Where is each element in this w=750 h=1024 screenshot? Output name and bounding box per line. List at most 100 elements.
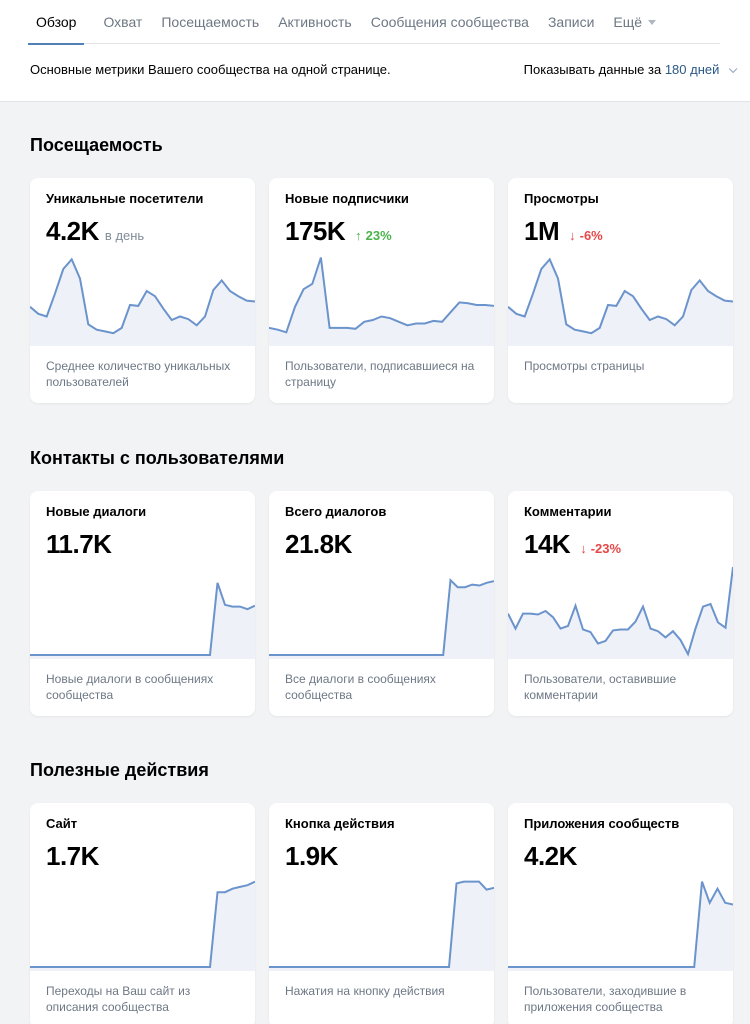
sparkline-chart	[508, 559, 733, 659]
card-value: 14K	[524, 529, 571, 559]
card-description: Пользователи, оставившие комментарии	[524, 672, 677, 702]
card-value: 4.2K	[524, 841, 577, 871]
metric-card[interactable]: Приложения сообществ 4.2K Пользователи, …	[508, 803, 733, 1024]
chevron-down-icon	[728, 64, 738, 74]
tab-posts[interactable]: Записи	[547, 13, 595, 30]
sparkline-chart	[508, 246, 733, 346]
sparkline-area	[30, 881, 255, 971]
card-value-row: 175K ↑ 23%	[285, 216, 392, 247]
card-title: Уникальные посетители	[46, 191, 204, 206]
card-title: Всего диалогов	[285, 504, 387, 519]
metric-card[interactable]: Кнопка действия 1.9K Нажатия на кнопку д…	[269, 803, 494, 1024]
card-value: 11.7K	[46, 529, 112, 559]
card-description: Переходы на Ваш сайт из описания сообщес…	[46, 984, 191, 1014]
sparkline-area	[508, 259, 733, 346]
sparkline-chart	[30, 246, 255, 346]
metric-card[interactable]: Комментарии 14K ↓ -23% Пользователи, ост…	[508, 491, 733, 716]
metric-card[interactable]: Новые диалоги 11.7K Новые диалоги в сооб…	[30, 491, 255, 716]
top-panel: Обзор Охват Посещаемость Активность Сооб…	[0, 0, 750, 102]
card-value-row: 1.9K	[285, 841, 338, 872]
card-value-row: 21.8K	[285, 529, 352, 560]
sparkline-area	[30, 259, 255, 346]
delta-badge: ↓ -23%	[580, 541, 621, 556]
tab-traffic[interactable]: Посещаемость	[161, 13, 260, 30]
card-description: Новые диалоги в сообщениях сообщества	[46, 672, 214, 702]
arrow-down-icon: ↓	[580, 541, 587, 556]
sparkline-area	[30, 582, 255, 659]
sparkline-chart	[30, 559, 255, 659]
tab-activity[interactable]: Активность	[278, 13, 352, 30]
sparkline-chart	[269, 246, 494, 346]
metric-card[interactable]: Уникальные посетители 4.2K в день Средне…	[30, 178, 255, 403]
card-description: Все диалоги в сообщениях сообщества	[285, 672, 436, 702]
arrow-up-icon: ↑	[355, 228, 362, 243]
card-title: Кнопка действия	[285, 816, 395, 831]
sparkline-area	[508, 881, 733, 971]
card-value: 4.2K	[46, 216, 99, 246]
card-value-row: 1M ↓ -6%	[524, 216, 603, 247]
sparkline-chart	[269, 559, 494, 659]
sparkline-line	[30, 882, 255, 967]
card-description: Среднее количество уникальных пользовате…	[46, 359, 231, 389]
card-title: Приложения сообществ	[524, 816, 680, 831]
card-value: 175K	[285, 216, 346, 246]
card-title: Новые диалоги	[46, 504, 147, 519]
sparkline-chart	[508, 871, 733, 971]
sparkline-area	[269, 580, 494, 659]
metric-card[interactable]: Всего диалогов 21.8K Все диалоги в сообщ…	[269, 491, 494, 716]
card-description: Пользователи, подписавшиеся на страницу	[285, 359, 475, 389]
sparkline-line	[269, 580, 494, 655]
section-title: Посещаемость	[30, 135, 163, 155]
card-title: Сайт	[46, 816, 78, 831]
sparkline-line	[508, 259, 733, 333]
sparkline-line	[508, 567, 733, 654]
overview-subheader: Основные метрики Вашего сообщества на од…	[30, 62, 738, 77]
card-value-row: 14K ↓ -23%	[524, 529, 621, 560]
sparkline-line	[269, 258, 494, 333]
card-title: Новые подписчики	[285, 191, 409, 206]
delta-value: 23%	[365, 228, 392, 243]
tab-more[interactable]: Ещё	[613, 0, 657, 44]
value-suffix: в день	[104, 228, 145, 243]
sparkline-area	[269, 257, 494, 346]
sparkline-line	[30, 259, 255, 333]
tab-community-messages[interactable]: Сообщения сообщества	[370, 13, 529, 30]
delta-value: -6%	[579, 228, 603, 243]
tabs-bar: Обзор Охват Посещаемость Активность Сооб…	[28, 0, 720, 45]
sparkline-chart	[269, 871, 494, 971]
sparkline-line	[508, 882, 733, 967]
arrow-down-icon: ↓	[569, 228, 576, 243]
period-selector[interactable]: Показывать данные за 180 дней	[523, 62, 738, 77]
delta-badge: ↓ -6%	[569, 228, 603, 243]
card-description: Нажатия на кнопку действия	[285, 984, 445, 998]
delta-value: -23%	[590, 541, 622, 556]
sparkline-line	[269, 882, 494, 967]
sparkline-area	[269, 881, 494, 971]
card-title: Комментарии	[524, 504, 612, 519]
tab-reach[interactable]: Охват	[103, 13, 143, 30]
sparkline-line	[30, 583, 255, 655]
period-value[interactable]: 180 дней	[664, 62, 720, 77]
delta-badge: ↑ 23%	[355, 228, 392, 243]
card-value: 1.7K	[46, 841, 99, 871]
tab-more-label: Ещё	[613, 13, 643, 30]
metric-card[interactable]: Сайт 1.7K Переходы на Ваш сайт из описан…	[30, 803, 255, 1024]
card-value: 1M	[524, 216, 560, 246]
card-value: 1.9K	[285, 841, 338, 871]
card-value: 21.8K	[285, 529, 352, 559]
section-title: Полезные действия	[30, 760, 209, 780]
card-title: Просмотры	[524, 191, 599, 206]
card-value-row: 1.7K	[46, 841, 99, 872]
tab-overview[interactable]: Обзор	[28, 0, 85, 45]
overview-description: Основные метрики Вашего сообщества на од…	[30, 62, 391, 77]
card-value-row: 4.2K в день	[46, 216, 144, 247]
section-title: Контакты с пользователями	[30, 448, 285, 468]
card-value-row: 11.7K	[46, 529, 112, 560]
metric-card[interactable]: Новые подписчики 175K ↑ 23% Пользователи…	[269, 178, 494, 403]
card-value-row: 4.2K	[524, 841, 577, 872]
sparkline-chart	[30, 871, 255, 971]
chevron-down-icon	[648, 20, 657, 25]
metric-card[interactable]: Просмотры 1M ↓ -6% Просмотры страницы	[508, 178, 733, 403]
card-description: Пользователи, заходившие в приложения со…	[524, 984, 687, 1014]
period-prefix: Показывать данные за	[523, 62, 662, 77]
